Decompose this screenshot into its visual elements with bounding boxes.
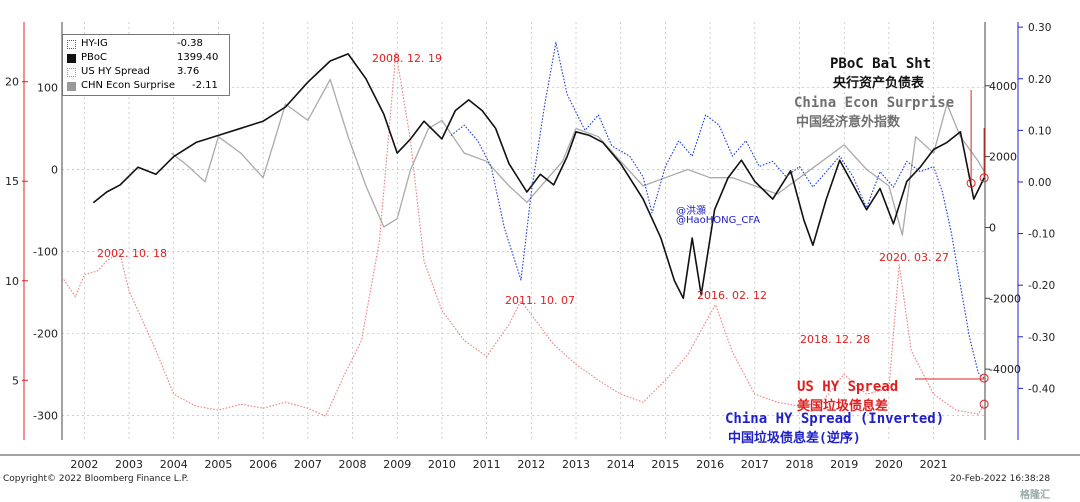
tick-label-x: 2016 (696, 458, 724, 471)
tick-label-right-outer: -0.10 (1028, 229, 1055, 241)
watermark-handle: @HaoHONG_CFA (676, 215, 761, 226)
legend-name: PBoC (81, 52, 107, 63)
marker-hyig-end (979, 373, 989, 383)
tick-label-left-inner: -200 (33, 327, 58, 340)
annotation-2016: 2016. 02. 12 (697, 289, 767, 302)
tick-label-left-inner: -100 (33, 245, 58, 258)
tick-label-x: 2010 (428, 458, 456, 471)
tick-label-x: 2006 (249, 458, 277, 471)
tick-label-right-inner: 0 (989, 221, 996, 234)
legend-swatch-chn-econ (67, 82, 76, 91)
tick-label-x: 2014 (607, 458, 635, 471)
legend-item-us-hy-spread: US HY Spread 3.76 (67, 66, 227, 79)
tick-label-x: 2015 (651, 458, 679, 471)
tick-label-right-outer: 0.30 (1028, 22, 1051, 34)
tick-label-left-inner: 0 (51, 164, 58, 177)
legend-value: -0.38 (177, 38, 203, 49)
tick-label-left-inner: -300 (33, 409, 58, 422)
legend-item-chn-econ: CHN Econ Surprise -2.11 (67, 80, 227, 93)
label-ushy-en: US HY Spread (797, 379, 899, 395)
tick-label-right-inner: -2000 (989, 292, 1021, 305)
tick-label-left-outer: 10 (5, 275, 19, 288)
label-chnhy-en: China HY Spread (Inverted) (725, 411, 945, 427)
grid (62, 22, 985, 440)
tick-label-x: 2013 (562, 458, 590, 471)
legend-name: HY-IG (81, 38, 108, 49)
tick-label-right-inner: -4000 (989, 363, 1021, 376)
tick-label-x: 2004 (160, 458, 188, 471)
tick-label-right-outer: -0.20 (1028, 280, 1055, 292)
legend-swatch-us-hy (67, 68, 76, 77)
tick-label-left-outer: 5 (12, 374, 19, 387)
tick-label-x: 2018 (786, 458, 814, 471)
label-pboc-cn: 央行资产负债表 (833, 76, 925, 91)
tick-label-x: 2012 (517, 458, 545, 471)
legend-swatch-pboc (67, 54, 76, 63)
series-line-pboc (92, 53, 985, 300)
label-ushy-cn: 美国垃圾债息差 (797, 399, 889, 414)
tick-label-x: 2020 (875, 458, 903, 471)
marks (915, 90, 989, 409)
annotation-2002: 2002. 10. 18 (97, 247, 167, 260)
tick-label-right-outer: 0.20 (1028, 74, 1051, 86)
tick-label-x: 2008 (339, 458, 367, 471)
watermark-cn: @洪灝 (676, 206, 706, 217)
footer-copyright: Copyright© 2022 Bloomberg Finance L.P. (3, 474, 189, 484)
tick-label-x: 2002 (70, 458, 98, 471)
series-line-chn-econ-surprise (171, 78, 985, 236)
legend-swatch-hy-ig (67, 40, 76, 49)
series-line-us-hy-spread (61, 51, 985, 417)
tick-label-right-inner: 2000 (989, 151, 1017, 164)
footer-date: 20-Feb-2022 16:38:28 (950, 474, 1051, 484)
legend-name: US HY Spread (81, 66, 150, 77)
legend-name: CHN Econ Surprise (81, 80, 176, 91)
annotation-2018: 2018. 12. 28 (800, 333, 870, 346)
tick-label-x: 2021 (920, 458, 948, 471)
tick-label-x: 2003 (115, 458, 143, 471)
legend-value: 1399.40 (177, 52, 219, 63)
series-line-hy-ig (450, 42, 985, 379)
legend-item-pboc: PBoC 1399.40 (67, 52, 227, 65)
tick-label-right-outer: 0.10 (1028, 125, 1051, 137)
label-econ-en: China Econ Surprise (794, 95, 955, 111)
legend-item-hy-ig: HY-IG -0.38 (67, 38, 227, 51)
tick-label-x: 2007 (294, 458, 322, 471)
series-layer (61, 42, 985, 417)
tick-label-left-outer: 15 (5, 175, 19, 188)
tick-label-x: 2009 (383, 458, 411, 471)
tick-label-x: 2019 (830, 458, 858, 471)
tick-label-right-outer: -0.40 (1028, 383, 1055, 395)
tick-label-x: 2011 (473, 458, 501, 471)
legend-value: 3.76 (177, 66, 200, 77)
label-pboc-en: PBoC Bal Sht (830, 56, 932, 72)
tick-label-right-outer: 0.00 (1028, 177, 1051, 189)
tick-label-left-outer: 20 (5, 76, 19, 89)
marker-ushy-end (979, 399, 989, 409)
legend: HY-IG -0.38 PBoC 1399.40 US HY Spread 3.… (62, 34, 230, 96)
annotation-2011: 2011. 10. 07 (505, 294, 575, 307)
tick-label-right-outer: -0.30 (1028, 332, 1055, 344)
label-econ-cn: 中国经济意外指数 (796, 115, 901, 130)
footer-logo: 格隆汇 (1020, 490, 1050, 501)
annotation-2008: 2008. 12. 19 (372, 52, 442, 65)
tick-label-x: 2017 (741, 458, 769, 471)
axes: 20151051000-100-200-300400020000-2000-40… (0, 22, 1080, 471)
annotation-2020: 2020. 03. 27 (879, 251, 949, 264)
legend-value: -2.11 (192, 80, 218, 91)
tick-label-left-inner: 100 (37, 82, 58, 95)
tick-label-right-inner: 4000 (989, 80, 1017, 93)
label-chnhy-cn: 中国垃圾债息差(逆序) (728, 431, 861, 446)
tick-label-x: 2005 (204, 458, 232, 471)
